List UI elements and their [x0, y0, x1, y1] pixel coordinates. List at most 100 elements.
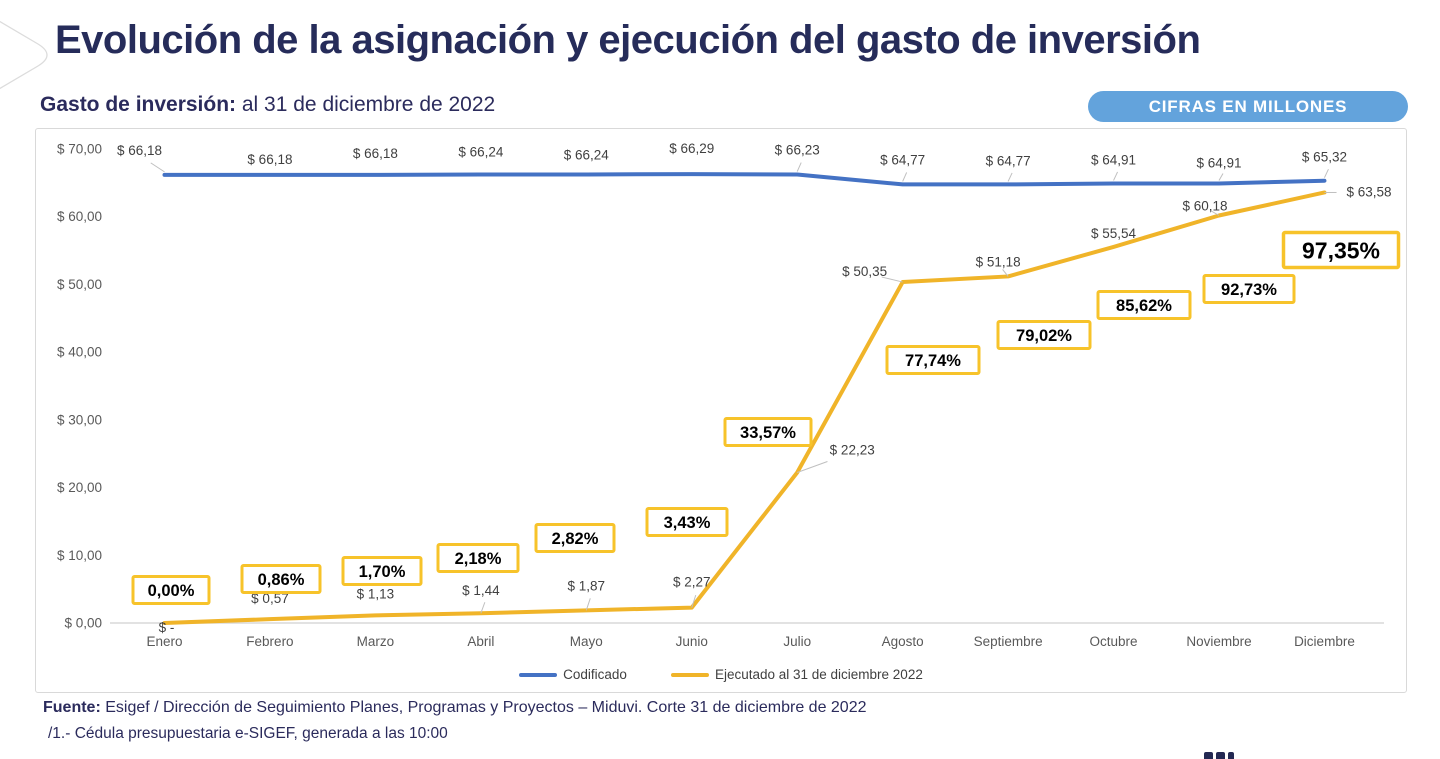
codificado-line	[162, 172, 1327, 187]
percent-badge-box	[341, 556, 423, 586]
percent-badge-label: 79,02%	[1016, 327, 1072, 345]
legend-item-ejecutado: Ejecutado al 31 de diciembre 2022	[670, 667, 923, 682]
codificado-point-label: $ 64,77	[880, 152, 925, 167]
leader-line	[796, 162, 802, 172]
y-tick-label: $ 70,00	[57, 142, 102, 157]
chart-legend: Codificado Ejecutado al 31 de diciembre 2…	[36, 667, 1406, 682]
legend-label: Codificado	[563, 667, 627, 682]
partial-logo	[1198, 750, 1358, 759]
x-axis-label: Abril	[467, 634, 494, 649]
leader-line	[1007, 172, 1013, 182]
percent-badge-label: 77,74%	[905, 352, 961, 370]
percent-badge-label: 92,73%	[1221, 281, 1277, 299]
leader-line	[1211, 210, 1220, 216]
y-tick-label: $ 40,00	[57, 345, 102, 360]
legend-swatch-icon	[670, 672, 709, 677]
x-axis-label: Diciembre	[1294, 634, 1355, 649]
legend-label: Ejecutado al 31 de diciembre 2022	[714, 667, 923, 682]
percent-badge-box	[645, 507, 729, 537]
percent-badge-label: 33,57%	[740, 424, 796, 442]
ejecutado-point-label: $ 50,35	[842, 264, 887, 279]
x-axis-label: Febrero	[246, 634, 293, 649]
ejecutado-point-label: $ 1,44	[462, 583, 500, 598]
codificado-point-label: $ 66,23	[775, 143, 820, 158]
percent-badge-box	[436, 543, 520, 573]
leader-line	[902, 172, 908, 182]
percent-badge-label: 0,86%	[258, 571, 305, 589]
leader-line	[1002, 269, 1009, 277]
y-tick-label: $ 0,00	[64, 616, 102, 631]
source-text: Fuente: Esigef / Dirección de Seguimient…	[43, 699, 867, 717]
source-label: Fuente:	[43, 699, 101, 716]
leader-line	[881, 276, 903, 283]
x-axis-label: Junio	[676, 634, 708, 649]
codificado-point-label: $ 65,32	[1302, 150, 1347, 165]
source-rest: Esigef / Dirección de Seguimiento Planes…	[100, 699, 867, 716]
percent-badge-label: 2,18%	[455, 550, 502, 568]
percent-badge-label: 0,00%	[148, 582, 195, 600]
codificado-point-label: $ 66,29	[669, 141, 714, 156]
subtitle-rest: al 31 de diciembre de 2022	[236, 93, 496, 116]
x-axis-label: Marzo	[357, 634, 395, 649]
codificado-point-label: $ 64,77	[986, 153, 1031, 168]
percent-badge-box	[996, 320, 1092, 350]
legend-swatch-icon	[519, 672, 558, 677]
ejecutado-point-label: $ 63,58	[1346, 184, 1391, 199]
codificado-point-label: $ 64,91	[1091, 152, 1136, 167]
chart-subtitle: Gasto de inversión: al 31 de diciembre d…	[40, 93, 495, 117]
percent-badge-box	[131, 575, 211, 605]
percent-badge-label: 97,35%	[1302, 237, 1380, 263]
codificado-point-label: $ 66,18	[247, 152, 292, 167]
codificado-point-label: $ 64,91	[1196, 155, 1241, 170]
x-axis-label: Noviembre	[1186, 634, 1251, 649]
leader-line	[797, 461, 828, 473]
percent-badge-box	[885, 345, 981, 375]
cifras-en-millones-badge: CIFRAS EN MILLONES	[1088, 91, 1408, 122]
y-tick-label: $ 30,00	[57, 412, 102, 427]
ejecutado-line	[162, 190, 1327, 625]
page-title: Evolución de la asignación y ejecución d…	[55, 18, 1201, 62]
leader-line	[691, 594, 697, 608]
leader-line	[1218, 173, 1224, 181]
percent-badge-box	[723, 417, 813, 447]
y-tick-label: $ 20,00	[57, 480, 102, 495]
y-tick-label: $ 10,00	[57, 548, 102, 563]
ejecutado-point-label: $ 22,23	[830, 442, 875, 457]
x-axis-label: Septiembre	[974, 634, 1043, 649]
percent-badge-box	[1096, 290, 1192, 320]
codificado-point-label: $ 66,18	[353, 146, 398, 161]
ejecutado-point-label: $ 51,18	[976, 254, 1021, 269]
x-axis-label: Mayo	[570, 634, 603, 649]
ejecutado-point-label: $ 0,57	[251, 591, 289, 606]
codificado-point-label: $ 66,24	[564, 147, 610, 162]
percent-badge-label: 3,43%	[664, 514, 711, 532]
investment-line-chart: $ 70,00 $ 60,00 $ 50,00 $ 40,00 $ 30,00 $ 20,…	[57, 141, 1401, 649]
x-axis-label: Julio	[783, 634, 811, 649]
leader-line	[150, 162, 165, 173]
x-axis-label: Agosto	[882, 634, 924, 649]
y-tick-label: $ 60,00	[57, 209, 102, 224]
ejecutado-point-label: $ 2,27	[673, 575, 711, 590]
percent-badge-box	[1281, 230, 1401, 270]
chevron-decoration-icon	[0, 0, 80, 120]
percent-badge-box	[240, 564, 322, 594]
x-axis-label: Octubre	[1090, 634, 1138, 649]
ejecutado-point-label: $ -	[159, 620, 175, 635]
percent-badge-label: 1,70%	[359, 563, 406, 581]
ejecutado-point-label: $ 60,18	[1182, 198, 1227, 213]
percent-badge-label: 85,62%	[1116, 297, 1172, 315]
ejecutado-point-label: $ 55,54	[1091, 226, 1137, 241]
codificado-point-label: $ 66,24	[458, 144, 504, 159]
legend-item-codificado: Codificado	[519, 667, 627, 682]
leader-line	[1323, 168, 1329, 178]
codificado-point-label: $ 66,18	[117, 143, 162, 158]
percent-badge-box	[534, 523, 616, 553]
x-axis-label: Enero	[146, 634, 182, 649]
y-tick-label: $ 50,00	[57, 277, 102, 292]
leader-line	[480, 602, 486, 614]
leader-line	[1113, 171, 1119, 181]
ejecutado-point-label: $ 1,87	[568, 578, 606, 593]
footnote-text: /1.- Cédula presupuestaria e-SIGEF, gene…	[48, 725, 448, 742]
subtitle-bold: Gasto de inversión:	[40, 93, 237, 116]
